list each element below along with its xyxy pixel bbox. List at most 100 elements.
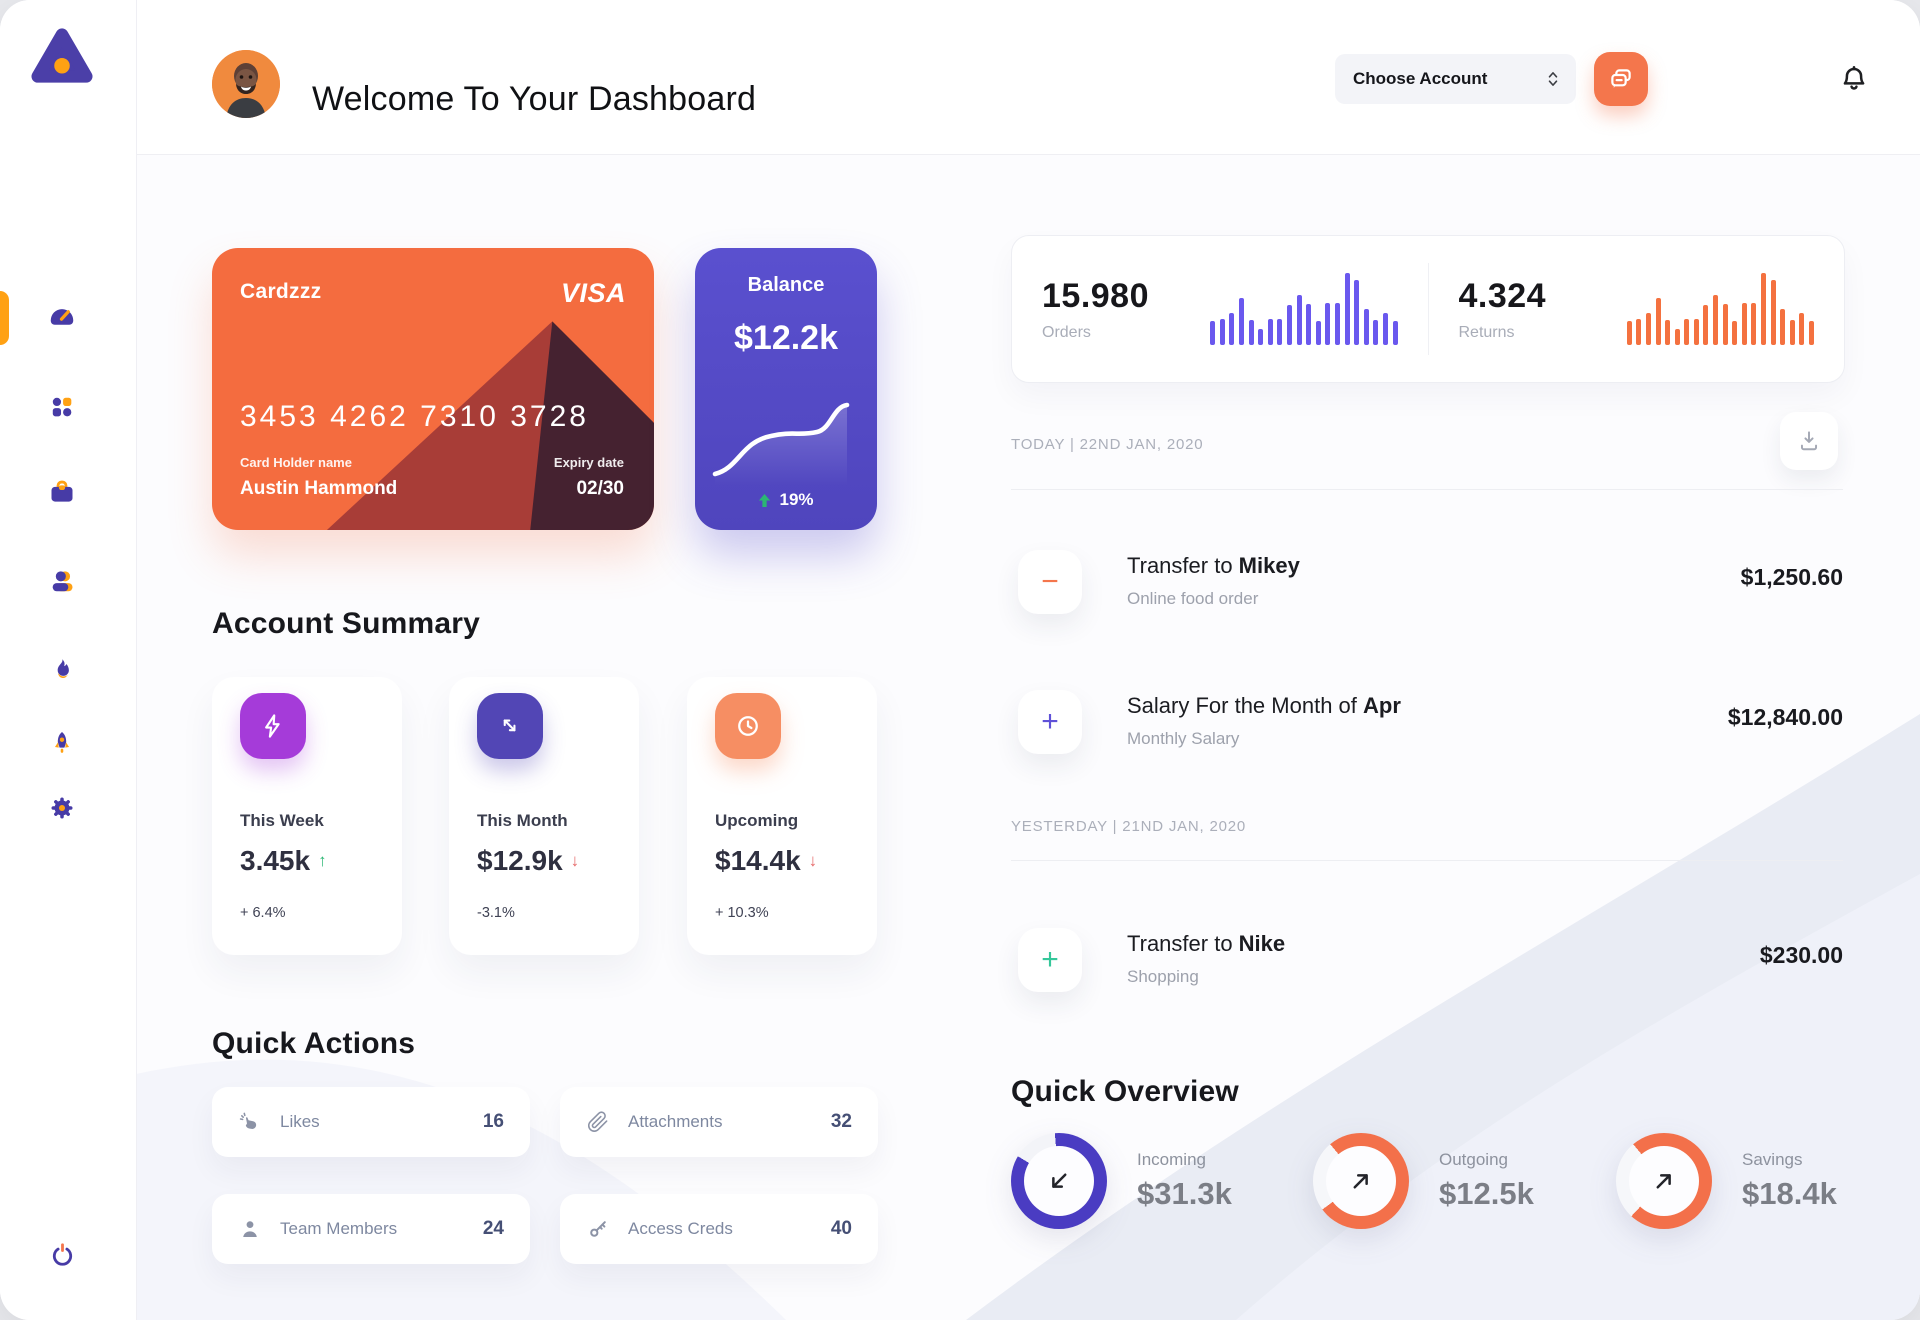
stats-panel: 15.980 Orders 4.324 Returns <box>1011 235 1845 383</box>
overview-label: Outgoing <box>1439 1150 1508 1169</box>
balance-card: Balance $12.2k 19% <box>695 248 877 530</box>
balance-delta: 19% <box>779 490 814 509</box>
trend-up-icon: ↑ <box>318 851 327 870</box>
transaction-row-mikey[interactable]: − Transfer to Mikey Online food order $1… <box>1011 550 1843 642</box>
sidebar-item-dashboard[interactable] <box>40 294 84 338</box>
credit-card: Cardzzz VISA 3453 4262 7310 3728 Card Ho… <box>212 248 654 530</box>
account-select-label: Choose Account <box>1353 69 1488 88</box>
balance-title: Balance <box>747 274 825 296</box>
trend-down-icon: ↓ <box>570 851 580 870</box>
overview-value: $12.5k <box>1439 1176 1534 1211</box>
today-date-label: TODAY | 22ND JAN, 2020 <box>1011 436 1204 453</box>
summary-value: 3.45k <box>240 845 311 876</box>
sidebar-item-team[interactable] <box>40 559 84 603</box>
transaction-amount: $12,840.00 <box>1727 704 1843 730</box>
download-icon <box>1800 431 1818 451</box>
summary-card-upcoming: Upcoming $14.4k ↓ + 10.3% <box>687 677 877 955</box>
transaction-subtitle: Online food order <box>1127 589 1259 608</box>
overview-savings: Savings $18.4k <box>1616 1133 1837 1229</box>
quick-overview-heading: Quick Overview <box>1011 1074 1239 1108</box>
summary-value: $12.9k <box>477 845 563 876</box>
savings-ring <box>1616 1133 1712 1229</box>
summary-card-this-week: This Week 3.45k ↑ + 6.4% <box>212 677 402 955</box>
transaction-subtitle: Monthly Salary <box>1127 729 1240 748</box>
quick-action-access-creds[interactable]: Access Creds 40 <box>560 1194 878 1264</box>
returns-value: 4.324 <box>1458 276 1547 315</box>
account-select[interactable]: Choose Account <box>1335 54 1576 104</box>
summary-label: This Month <box>477 811 568 830</box>
sidebar-item-logout[interactable] <box>40 1232 84 1276</box>
quick-action-label: Access Creds <box>628 1219 733 1238</box>
trend-arrow-icon <box>477 693 543 759</box>
arrow-down-left-icon <box>1052 1173 1067 1188</box>
stats-divider <box>1427 263 1429 355</box>
summary-delta: -3.1% <box>477 905 515 921</box>
briefcase-icon <box>51 480 73 502</box>
select-chevrons-icon <box>1548 72 1558 86</box>
sidebar-item-launch[interactable] <box>40 721 84 765</box>
outgoing-ring <box>1313 1133 1409 1229</box>
sidebar-item-apps[interactable] <box>40 385 84 429</box>
clap-icon <box>239 1112 257 1129</box>
page-title: Welcome To Your Dashboard <box>312 80 757 119</box>
trend-down-icon: ↓ <box>808 851 818 870</box>
divider <box>1011 860 1843 861</box>
overview-value: $31.3k <box>1137 1176 1232 1211</box>
quick-action-label: Attachments <box>628 1112 723 1131</box>
arrow-up-right-icon <box>1656 1174 1671 1189</box>
yesterday-date-label: YESTERDAY | 21ND JAN, 2020 <box>1011 818 1247 835</box>
overview-label: Incoming <box>1137 1150 1206 1169</box>
sidebar-item-activity[interactable] <box>40 648 84 692</box>
balance-sparkline <box>712 402 850 486</box>
messages-button[interactable] <box>1594 52 1648 106</box>
overview-value: $18.4k <box>1742 1176 1837 1211</box>
divider <box>1011 489 1843 490</box>
sidebar-item-portfolio[interactable] <box>40 470 84 514</box>
main-content: Cardzzz VISA 3453 4262 7310 3728 Card Ho… <box>136 154 1920 1320</box>
sidebar <box>0 0 137 1320</box>
logo-triangle-icon <box>31 28 93 83</box>
quick-action-label: Team Members <box>280 1219 398 1238</box>
up-arrow-icon <box>759 493 771 507</box>
transaction-row-salary[interactable]: + Salary For the Month of Apr Monthly Sa… <box>1011 690 1843 782</box>
transaction-title-bold: Apr <box>1363 693 1401 718</box>
transaction-title: Transfer to <box>1127 931 1239 956</box>
quick-action-value: 16 <box>482 1111 504 1132</box>
clock-icon <box>715 693 781 759</box>
quick-action-team-members[interactable]: Team Members 24 <box>212 1194 530 1264</box>
speedometer-icon <box>50 309 74 325</box>
orders-value: 15.980 <box>1042 276 1149 315</box>
quick-action-attachments[interactable]: Attachments 32 <box>560 1087 878 1157</box>
grid-icon <box>52 397 72 417</box>
transaction-title-bold: Nike <box>1238 931 1286 956</box>
transaction-subtitle: Shopping <box>1127 967 1199 986</box>
transaction-amount: $230.00 <box>1759 942 1843 968</box>
quick-action-value: 32 <box>830 1111 852 1132</box>
sidebar-item-settings[interactable] <box>40 786 84 830</box>
transaction-row-nike[interactable]: + Transfer to Nike Shopping $230.00 <box>1011 928 1843 1020</box>
user-avatar[interactable] <box>212 50 280 118</box>
transaction-sign-plus: + <box>1018 690 1082 754</box>
transaction-sign-plus: + <box>1018 928 1082 992</box>
returns-bar-chart <box>1626 273 1814 345</box>
card-number: 3453 4262 7310 3728 <box>240 400 589 433</box>
transaction-title-bold: Mikey <box>1238 553 1300 578</box>
quick-action-value: 24 <box>482 1218 504 1239</box>
lightning-icon <box>240 693 306 759</box>
active-nav-indicator <box>0 291 9 345</box>
flame-icon <box>57 659 69 678</box>
app-logo[interactable] <box>31 26 93 88</box>
expiry-date: 02/30 <box>576 478 624 499</box>
summary-delta: + 6.4% <box>240 905 286 921</box>
account-summary-heading: Account Summary <box>212 606 481 640</box>
paperclip-icon <box>588 1111 608 1132</box>
quick-action-likes[interactable]: Likes 16 <box>212 1087 530 1157</box>
quick-actions-heading: Quick Actions <box>212 1026 416 1060</box>
download-button[interactable] <box>1780 412 1838 470</box>
visa-logo: VISA <box>560 278 626 308</box>
notifications-button[interactable] <box>1832 57 1876 101</box>
overview-incoming: Incoming $31.3k <box>1011 1133 1232 1229</box>
transaction-amount: $1,250.60 <box>1740 564 1843 590</box>
bell-icon <box>1843 66 1865 90</box>
